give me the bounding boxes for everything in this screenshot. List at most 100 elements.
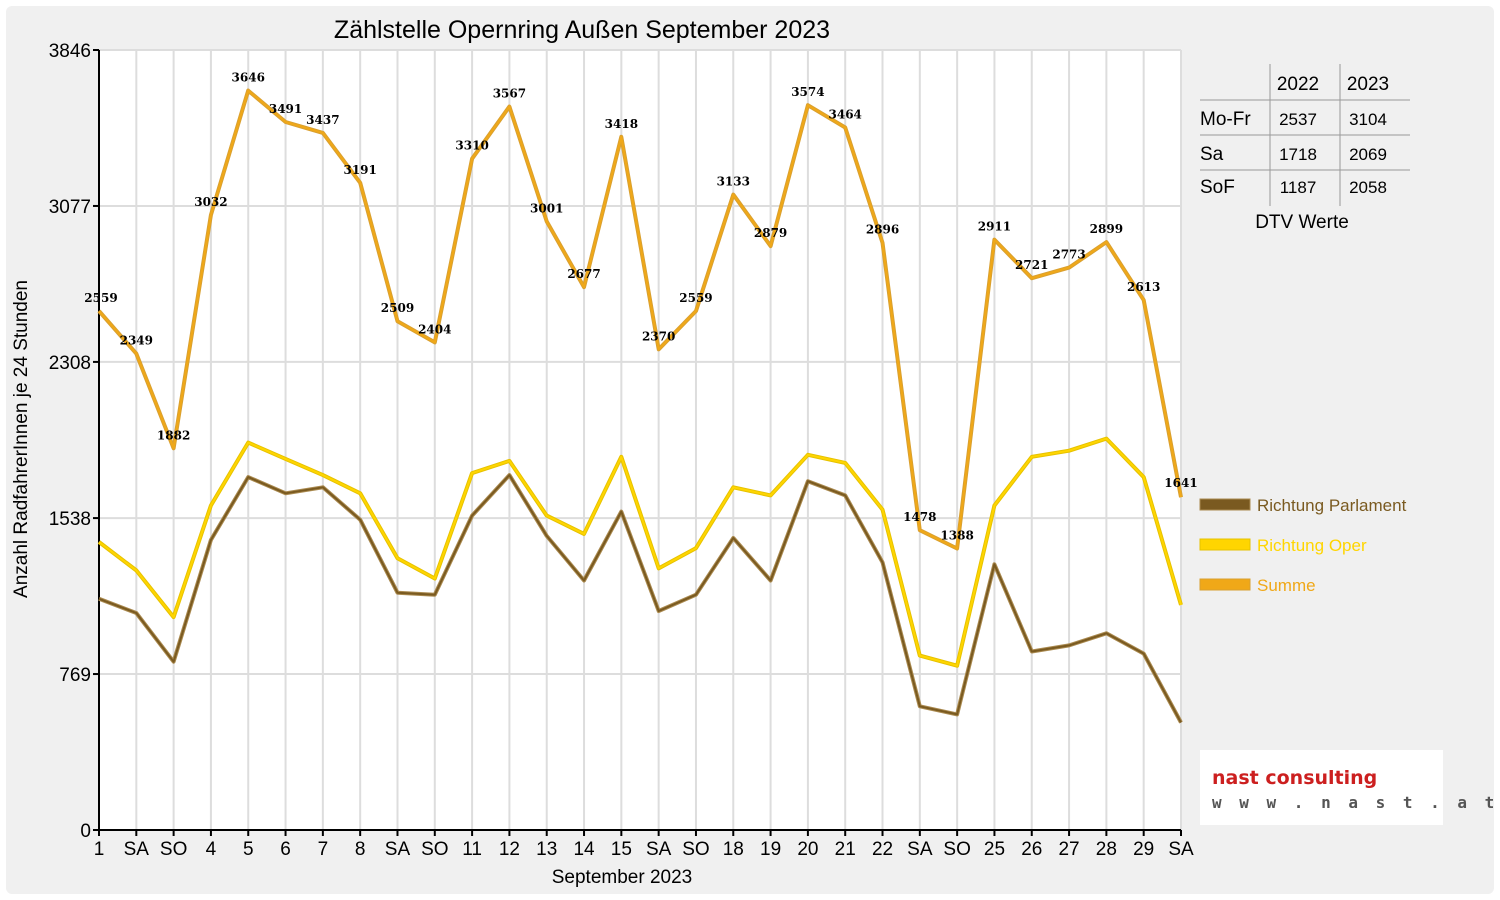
legend-swatch-richtung-oper xyxy=(1199,538,1251,551)
x-tick-label: SO xyxy=(421,839,448,860)
data-label: 2559 xyxy=(679,291,712,305)
legend-swatch-richtung-parlament xyxy=(1199,498,1251,511)
data-label: 2370 xyxy=(642,329,675,343)
dtv-cell: 1718 xyxy=(1279,145,1317,164)
logo-url-text: w w w . n a s t . a t xyxy=(1212,793,1498,812)
legend-label-richtung-parlament: Richtung Parlament xyxy=(1257,496,1407,515)
dtv-table: 2022 2023 Mo-Fr 2537 3104 Sa 1718 2069 S… xyxy=(1200,64,1410,233)
dtv-cell: 2537 xyxy=(1279,110,1317,129)
data-label: 3133 xyxy=(717,175,750,189)
x-tick-label: 7 xyxy=(318,839,329,860)
dtv-row-label: SoF xyxy=(1200,177,1235,198)
data-label: 1388 xyxy=(940,529,973,543)
x-tick-label: 21 xyxy=(835,839,856,860)
x-tick-label: 5 xyxy=(243,839,254,860)
x-tick-label: 22 xyxy=(872,839,893,860)
data-label: 3001 xyxy=(530,201,563,215)
x-tick-label: SA xyxy=(124,839,150,860)
data-label: 3191 xyxy=(343,163,376,177)
dtv-header-2023: 2023 xyxy=(1347,74,1389,95)
data-label: 2349 xyxy=(120,334,153,348)
x-tick-label: SA xyxy=(907,839,933,860)
data-label: 2677 xyxy=(567,267,600,281)
data-label: 1882 xyxy=(157,428,190,442)
y-tick-label: 0 xyxy=(80,821,91,842)
x-tick-label: 28 xyxy=(1096,839,1117,860)
dtv-cell: 2058 xyxy=(1349,178,1387,197)
x-tick-label: 25 xyxy=(984,839,1005,860)
data-label: 2559 xyxy=(84,291,117,305)
data-label: 3418 xyxy=(605,117,638,131)
data-label: 3491 xyxy=(269,102,302,116)
logo-main-text: nast consulting xyxy=(1212,767,1377,789)
axes xyxy=(93,49,1182,836)
data-labels: 2559 2349 1882 3032 3646 3491 3437 3191 2509 2404… xyxy=(84,71,1197,543)
data-label: 3567 xyxy=(493,87,526,101)
x-tick-label: 26 xyxy=(1021,839,1042,860)
data-label: 2879 xyxy=(754,226,787,240)
data-label: 2896 xyxy=(866,223,899,237)
data-label: 3646 xyxy=(232,71,265,85)
x-tick-label: 13 xyxy=(536,839,557,860)
y-tick-label: 2308 xyxy=(49,353,91,374)
data-label: 3032 xyxy=(194,195,227,209)
data-label: 2721 xyxy=(1015,258,1048,272)
x-tick-label: SO xyxy=(682,839,709,860)
data-label: 2773 xyxy=(1052,248,1085,262)
data-label: 3310 xyxy=(455,139,488,153)
grid-lines xyxy=(99,49,1182,830)
x-tick-label: 11 xyxy=(462,839,482,860)
data-label: 3574 xyxy=(791,85,824,99)
x-tick-label: 15 xyxy=(611,839,632,860)
x-tick-label: SO xyxy=(943,839,970,860)
legend: Richtung Parlament Richtung Oper Summe xyxy=(1199,496,1407,595)
x-tick-label: 4 xyxy=(206,839,217,860)
dtv-cell: 2069 xyxy=(1349,145,1387,164)
dtv-cell: 3104 xyxy=(1349,110,1387,129)
x-axis-label: September 2023 xyxy=(552,867,693,888)
y-tick-label: 3846 xyxy=(49,41,91,62)
legend-label-summe: Summe xyxy=(1257,576,1316,595)
y-tick-label: 3077 xyxy=(49,197,91,218)
data-label: 2911 xyxy=(978,220,1011,234)
data-label: 2509 xyxy=(381,301,414,315)
data-label: 1641 xyxy=(1164,476,1197,490)
y-tick-label: 769 xyxy=(59,665,91,686)
series-lines xyxy=(97,88,1183,724)
y-tick-labels: 0 769 1538 2308 3077 3846 xyxy=(49,41,91,842)
chart-title: Zählstelle Opernring Außen September 202… xyxy=(334,16,830,44)
data-label: 2404 xyxy=(418,322,451,336)
x-tick-label: 27 xyxy=(1058,839,1079,860)
y-axis-label: Anzahl RadfahrerInnen je 24 Stunden xyxy=(11,280,32,598)
x-tick-label: 8 xyxy=(355,839,366,860)
legend-swatch-summe xyxy=(1199,578,1251,591)
x-tick-label: 14 xyxy=(573,839,595,860)
dtv-header-2022: 2022 xyxy=(1277,74,1319,95)
dtv-row-label: Mo-Fr xyxy=(1200,109,1251,130)
x-tick-label: SO xyxy=(160,839,187,860)
x-tick-label: 20 xyxy=(797,839,818,860)
x-tick-label: 19 xyxy=(760,839,781,860)
legend-label-richtung-oper: Richtung Oper xyxy=(1257,536,1367,555)
data-label: 2899 xyxy=(1090,222,1123,236)
x-tick-label: 12 xyxy=(499,839,520,860)
x-tick-label: 1 xyxy=(94,839,105,860)
data-label: 3464 xyxy=(829,107,862,121)
x-tick-label: SA xyxy=(385,839,411,860)
x-tick-label: 29 xyxy=(1133,839,1154,860)
plot-area xyxy=(99,50,1181,830)
data-label: 3437 xyxy=(306,113,339,127)
series-line-richtung-oper xyxy=(98,437,1182,667)
dtv-row-label: Sa xyxy=(1200,144,1224,165)
series-line-richtung-parlament xyxy=(98,474,1182,723)
x-tick-labels: 1 SA SO 4 5 6 7 8 SA SO 11 12 13 14 15 SA SO 18 19 20 21 22 SA… xyxy=(94,839,1194,860)
x-tick-label: SA xyxy=(1168,839,1194,860)
dtv-caption: DTV Werte xyxy=(1255,212,1349,233)
data-label: 1478 xyxy=(903,510,936,524)
logo: nast consulting w w w . n a s t . a t xyxy=(1200,750,1498,825)
x-tick-label: 6 xyxy=(280,839,291,860)
data-label: 2613 xyxy=(1127,280,1160,294)
y-tick-label: 1538 xyxy=(49,509,91,530)
x-tick-label: SA xyxy=(646,839,672,860)
